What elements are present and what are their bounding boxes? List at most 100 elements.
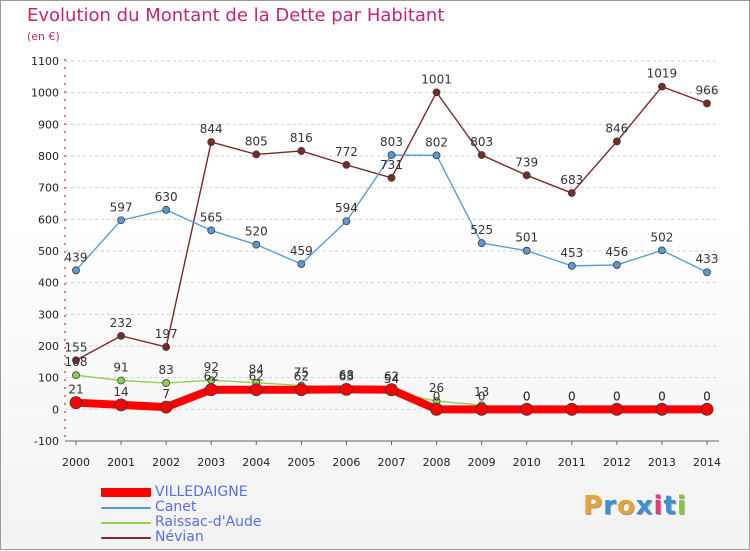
logo-letter: x xyxy=(635,491,654,521)
data-label: 772 xyxy=(335,145,358,159)
data-point xyxy=(477,239,486,247)
y-tick-label: -100 xyxy=(34,435,59,448)
x-tick-label: 2010 xyxy=(513,456,541,469)
data-point xyxy=(385,383,398,397)
data-label: 433 xyxy=(696,252,719,266)
data-label: 14 xyxy=(113,385,128,399)
data-label: 439 xyxy=(65,250,88,264)
data-point xyxy=(477,151,486,159)
data-point xyxy=(249,383,263,397)
data-label: 0 xyxy=(478,389,486,403)
data-label: 75 xyxy=(294,366,309,380)
y-tick-label: 100 xyxy=(38,372,59,385)
logo-letter: o xyxy=(616,491,636,521)
x-tick-label: 2006 xyxy=(332,456,360,469)
data-point xyxy=(522,171,531,180)
data-label: 0 xyxy=(523,389,531,403)
data-point xyxy=(612,261,621,269)
logo-letter: i xyxy=(676,491,687,521)
x-tick-label: 2002 xyxy=(152,456,180,469)
data-point xyxy=(114,398,128,412)
data-label: 502 xyxy=(650,230,673,244)
legend-swatch-nevian xyxy=(101,537,151,539)
data-label: 683 xyxy=(560,173,583,187)
data-label: 0 xyxy=(433,389,441,403)
logo-letter: i xyxy=(653,491,664,521)
proxiti-logo: Proxiti xyxy=(583,491,687,521)
data-point xyxy=(432,88,441,97)
data-point xyxy=(658,82,666,91)
data-label: 597 xyxy=(110,200,133,214)
x-tick-label: 2003 xyxy=(197,456,225,469)
data-label: 84 xyxy=(249,363,264,377)
data-label: 525 xyxy=(470,223,493,237)
y-tick-label: 800 xyxy=(38,150,59,163)
data-label: 816 xyxy=(290,131,313,145)
data-label: 846 xyxy=(605,121,628,135)
data-point xyxy=(342,217,351,226)
data-point xyxy=(162,343,171,351)
data-label: 1001 xyxy=(421,72,452,86)
data-point xyxy=(72,356,80,365)
data-label: 63 xyxy=(339,369,354,383)
data-point xyxy=(430,402,443,416)
legend-label-nevian: Névian xyxy=(155,529,204,545)
data-label: 83 xyxy=(159,363,174,377)
data-label: 803 xyxy=(380,135,403,149)
data-point xyxy=(567,189,576,197)
logo-letter: t xyxy=(663,491,677,521)
data-label: 459 xyxy=(290,244,313,258)
data-label: 0 xyxy=(523,389,531,403)
y-tick-label: 200 xyxy=(38,340,59,353)
y-tick-label: 1100 xyxy=(31,55,59,68)
data-label: 630 xyxy=(155,190,178,204)
data-point xyxy=(297,147,306,155)
x-tick-label: 2014 xyxy=(693,456,721,469)
y-tick-label: 600 xyxy=(38,213,59,226)
data-label: 802 xyxy=(425,135,448,149)
data-point xyxy=(342,160,351,169)
data-label: 21 xyxy=(68,383,83,397)
data-label: 0 xyxy=(568,389,576,403)
data-point xyxy=(658,246,666,255)
data-point xyxy=(252,150,261,159)
axes: -100010020030040050060070080090010001100… xyxy=(31,55,721,469)
data-label: 0 xyxy=(568,389,576,403)
x-tick-label: 2009 xyxy=(468,456,496,469)
y-tick-label: 700 xyxy=(38,182,59,195)
data-label: 520 xyxy=(245,225,268,239)
data-point xyxy=(387,151,396,159)
data-point xyxy=(207,226,216,235)
data-point xyxy=(297,260,306,268)
legend-label-villedaigne: VILLEDAIGNE xyxy=(155,484,248,500)
data-label: 739 xyxy=(515,155,538,169)
data-label: 805 xyxy=(245,134,268,148)
data-label: 26 xyxy=(429,381,444,395)
data-point xyxy=(72,371,80,380)
data-label: 594 xyxy=(335,201,358,215)
data-label: 0 xyxy=(703,389,711,403)
data-point xyxy=(69,396,83,410)
data-label: 155 xyxy=(65,340,88,354)
data-label: 1019 xyxy=(647,67,678,81)
data-point xyxy=(204,383,218,397)
legend-label-raissac-d-aude: Raissac-d'Aude xyxy=(155,514,262,530)
data-label: 232 xyxy=(110,316,133,330)
x-tick-label: 2008 xyxy=(423,456,451,469)
y-tick-label: 0 xyxy=(52,403,59,416)
y-tick-label: 500 xyxy=(38,245,59,258)
data-label: 0 xyxy=(613,389,621,403)
x-tick-label: 2011 xyxy=(558,456,586,469)
data-label: 0 xyxy=(703,389,711,403)
data-label: 453 xyxy=(560,246,583,260)
data-label: 68 xyxy=(339,368,354,382)
data-point xyxy=(162,379,171,387)
data-label: 92 xyxy=(204,360,219,374)
y-tick-label: 900 xyxy=(38,118,59,131)
data-point xyxy=(703,268,711,277)
series-layer xyxy=(69,82,714,416)
data-label: 197 xyxy=(155,327,178,341)
